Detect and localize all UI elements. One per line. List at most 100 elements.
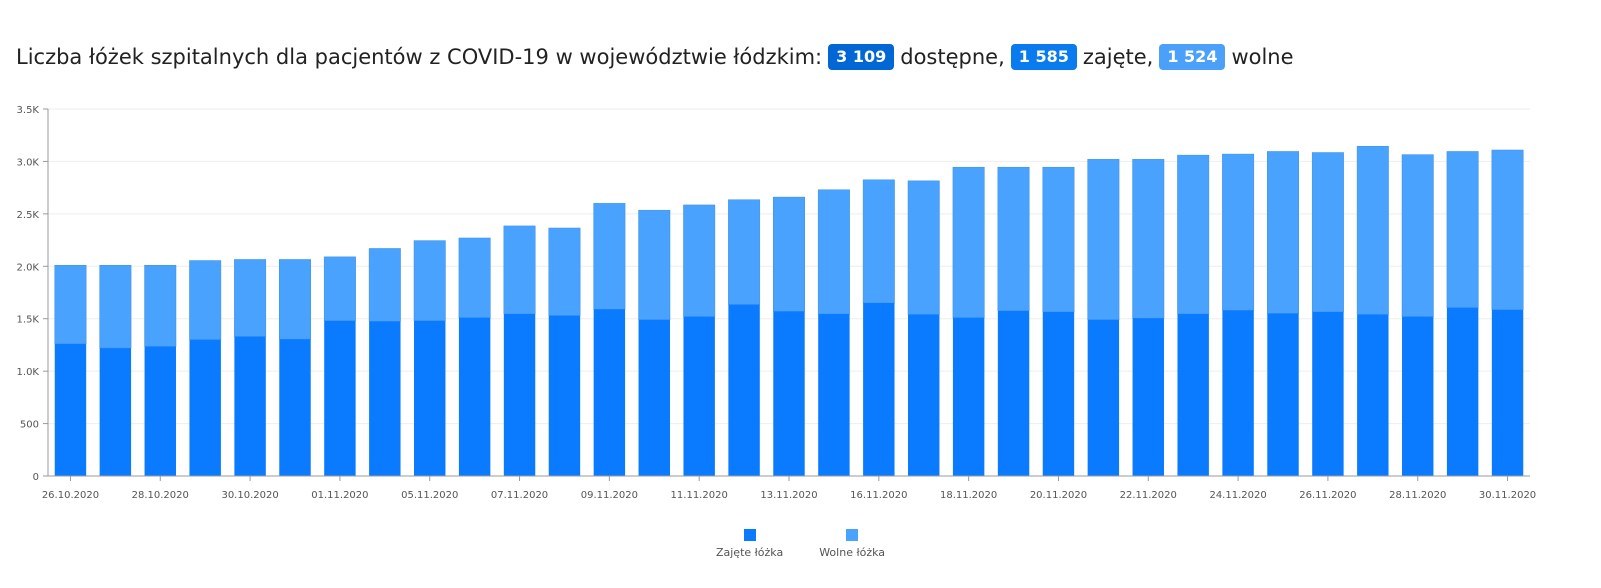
legend: Zajęte łóżka Wolne łóżka — [0, 529, 1601, 559]
x-tick-label: 30.11.2020 — [1479, 490, 1536, 501]
bar-free — [368, 248, 401, 322]
bar-free — [234, 259, 267, 337]
bar-occupied — [593, 309, 626, 476]
bar-occupied — [1042, 311, 1075, 476]
y-tick-label: 2.0K — [17, 262, 40, 273]
legend-item-occupied[interactable]: Zajęte łóżka — [716, 529, 783, 559]
x-tick-label: 28.11.2020 — [1389, 490, 1446, 501]
bar-occupied — [324, 320, 356, 476]
bar-free — [503, 225, 536, 315]
x-tick-label: 11.11.2020 — [671, 490, 728, 501]
legend-swatch-free — [846, 529, 859, 541]
y-tick-label: 2.5K — [17, 210, 40, 221]
free-beds-badge: 1 524 — [1159, 44, 1226, 70]
bar-occupied — [503, 313, 536, 476]
bar-free — [862, 179, 895, 304]
bar-free — [1042, 166, 1075, 313]
legend-item-free[interactable]: Wolne łóżka — [819, 529, 885, 559]
bar-occupied — [773, 311, 805, 476]
occupied-beds-label: zajęte, — [1082, 45, 1154, 69]
bar-free — [1401, 154, 1434, 317]
legend-label-free: Wolne łóżka — [819, 546, 886, 559]
bar-occupied — [1357, 314, 1389, 476]
bar-occupied — [54, 343, 87, 476]
x-tick-label: 13.11.2020 — [760, 490, 817, 501]
bar-free — [997, 166, 1030, 312]
bar-occupied — [908, 314, 940, 476]
total-beds-label: dostępne, — [900, 45, 1005, 69]
y-tick-label: 3.0K — [17, 157, 40, 168]
x-tick-label: 28.10.2020 — [132, 490, 189, 501]
bar-free — [638, 209, 671, 321]
legend-swatch-occupied — [743, 529, 756, 541]
bar-free — [1132, 159, 1165, 319]
title-text: Liczba łóżek szpitalnych dla pacjentów z… — [16, 45, 823, 69]
x-tick-label: 22.11.2020 — [1120, 490, 1177, 501]
bar-occupied — [1222, 310, 1254, 476]
bar-free — [99, 264, 132, 349]
bar-free — [548, 227, 581, 316]
bar-occupied — [414, 320, 446, 476]
legend-label-occupied: Zajęte łóżka — [715, 546, 784, 559]
y-tick-label: 500 — [20, 420, 39, 431]
y-tick-label: 1.5K — [17, 315, 40, 326]
bar-occupied — [1267, 313, 1299, 476]
bar-free — [1177, 154, 1210, 315]
bar-occupied — [1132, 318, 1164, 476]
bar-free — [189, 260, 222, 340]
bar-free — [323, 256, 356, 322]
free-beds-label: wolne — [1231, 45, 1294, 69]
x-tick-label: 26.10.2020 — [42, 490, 99, 501]
bar-free — [728, 199, 761, 305]
bar-occupied — [1402, 316, 1434, 476]
y-tick-label: 3.5K — [17, 105, 40, 116]
bar-occupied — [279, 339, 311, 476]
bar-occupied — [1491, 309, 1524, 476]
bar-free — [1356, 145, 1389, 315]
y-tick-label: 1.0K — [17, 367, 40, 378]
bar-occupied — [458, 317, 491, 476]
bar-free — [1491, 149, 1524, 311]
x-tick-label: 09.11.2020 — [581, 490, 638, 501]
bar-occupied — [1312, 311, 1344, 476]
bar-occupied — [1087, 319, 1120, 476]
y-tick-label: 0 — [33, 472, 39, 483]
bar-free — [593, 203, 626, 310]
bar-free — [773, 196, 805, 312]
bar-occupied — [997, 310, 1030, 476]
bar-occupied — [99, 348, 132, 476]
bar-free — [1311, 152, 1344, 313]
bar-occupied — [369, 321, 401, 476]
x-tick-label: 07.11.2020 — [491, 490, 548, 501]
bar-free — [1267, 151, 1299, 314]
bar-free — [54, 264, 87, 345]
x-tick-label: 01.11.2020 — [311, 490, 368, 501]
bar-free — [279, 259, 311, 340]
bar-free — [144, 264, 177, 347]
bar-free — [907, 180, 940, 315]
x-tick-label: 16.11.2020 — [850, 490, 907, 501]
bar-occupied — [638, 319, 670, 476]
bar-occupied — [144, 346, 176, 476]
x-tick-label: 26.11.2020 — [1299, 490, 1356, 501]
bar-free — [1222, 153, 1255, 311]
bar-occupied — [189, 339, 221, 476]
bar-occupied — [1446, 307, 1479, 476]
chart-title: Liczba łóżek szpitalnych dla pacjentów z… — [16, 40, 1300, 74]
bar-free — [413, 240, 446, 322]
bar-free — [1446, 151, 1479, 308]
bar-occupied — [548, 315, 581, 476]
x-tick-label: 05.11.2020 — [401, 490, 458, 501]
x-tick-label: 20.11.2020 — [1030, 490, 1087, 501]
bar-free — [458, 237, 491, 318]
bar-occupied — [1177, 313, 1209, 476]
x-tick-label: 24.11.2020 — [1209, 490, 1266, 501]
bar-occupied — [818, 313, 850, 476]
total-beds-badge: 3 109 — [828, 44, 895, 70]
occupied-beds-badge: 1 585 — [1010, 44, 1077, 70]
bar-occupied — [863, 302, 895, 476]
bar-occupied — [952, 317, 985, 476]
bar-free — [683, 204, 716, 317]
bar-occupied — [683, 316, 715, 476]
